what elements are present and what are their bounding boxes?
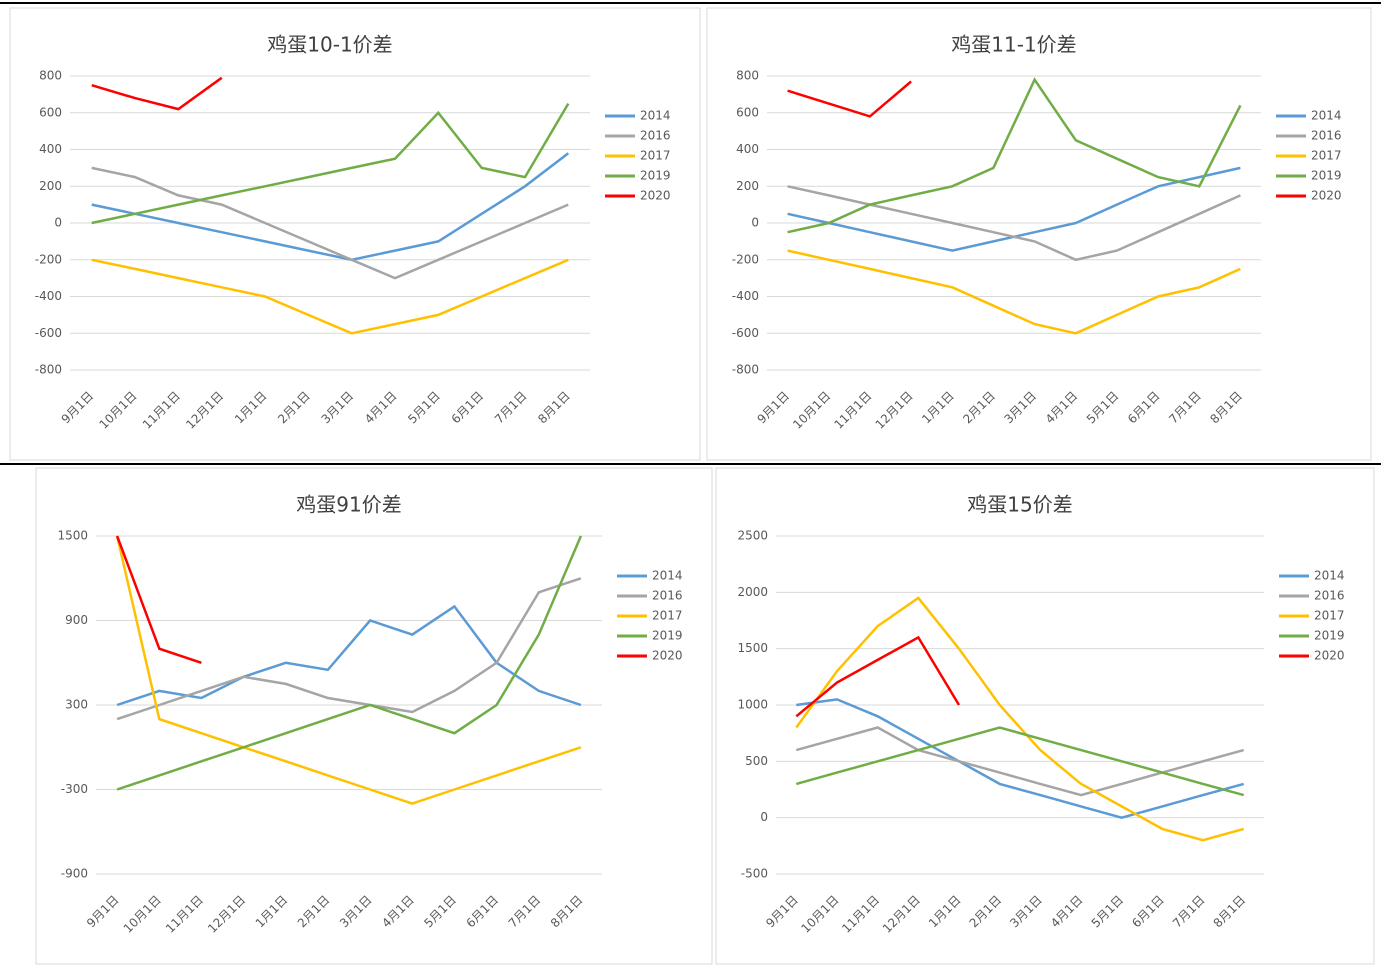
- legend-label: 2019: [1311, 169, 1342, 183]
- y-tick-label: -600: [732, 326, 759, 340]
- series-line: [787, 185, 1241, 262]
- y-tick-label: 400: [39, 142, 62, 156]
- y-tick-label: -200: [732, 252, 759, 266]
- series-line: [91, 152, 570, 262]
- y-tick-label: -200: [35, 252, 62, 266]
- y-tick-label: 1000: [737, 698, 768, 712]
- y-tick-label: 800: [39, 69, 62, 83]
- y-tick-label: 200: [736, 179, 759, 193]
- legend-label: 2019: [652, 629, 683, 643]
- y-tick-label: 400: [736, 142, 759, 156]
- y-tick-label: 200: [39, 179, 62, 193]
- legend-label: 2016: [640, 129, 671, 143]
- series-line: [787, 80, 912, 118]
- series-line: [795, 726, 1245, 797]
- y-tick-label: 0: [760, 810, 768, 824]
- y-tick-label: -800: [35, 363, 62, 377]
- legend-label: 2014: [1311, 109, 1342, 123]
- series-line: [787, 249, 1241, 335]
- legend-label: 2016: [652, 589, 683, 603]
- chart-title: 鸡蛋10-1价差: [267, 33, 392, 57]
- series-line: [795, 635, 961, 718]
- series-line: [115, 535, 202, 664]
- legend-label: 2019: [640, 169, 671, 183]
- legend-label: 2019: [1314, 629, 1345, 643]
- series-line: [116, 535, 583, 791]
- y-tick-label: -400: [732, 289, 759, 303]
- panel: [715, 467, 1375, 965]
- legend-label: 2014: [640, 109, 671, 123]
- y-tick-label: 2000: [737, 585, 768, 599]
- panel: [706, 7, 1372, 461]
- legend-label: 2017: [1314, 609, 1345, 623]
- legend-label: 2020: [1314, 649, 1345, 663]
- legend-label: 2020: [652, 649, 683, 663]
- y-tick-label: 0: [54, 216, 62, 230]
- legend-label: 2014: [1314, 569, 1345, 583]
- y-tick-label: -900: [61, 867, 88, 881]
- series-line: [115, 535, 582, 805]
- y-tick-label: 800: [736, 69, 759, 83]
- series-line: [91, 258, 569, 335]
- series-line: [795, 596, 1245, 842]
- legend-label: 2014: [652, 569, 683, 583]
- legend-label: 2017: [652, 609, 683, 623]
- y-tick-label: 1500: [737, 641, 768, 655]
- panel: [9, 7, 701, 461]
- y-tick-label: -800: [732, 363, 759, 377]
- y-tick-label: 500: [745, 754, 768, 768]
- y-tick-label: 1500: [57, 529, 88, 543]
- legend-label: 2017: [640, 149, 671, 163]
- legend-label: 2016: [1314, 589, 1345, 603]
- series-line: [91, 102, 570, 225]
- legend-label: 2016: [1311, 129, 1342, 143]
- chart-title: 鸡蛋91价差: [296, 493, 401, 517]
- y-tick-label: -300: [61, 782, 88, 796]
- y-tick-label: 900: [65, 613, 88, 627]
- series-line: [116, 604, 582, 707]
- y-tick-label: 600: [39, 105, 62, 119]
- panel: [35, 467, 713, 965]
- series-line: [787, 77, 1242, 234]
- series-line: [91, 166, 569, 280]
- legend-label: 2020: [640, 189, 671, 203]
- series-line: [91, 76, 223, 111]
- chart-title: 鸡蛋11-1价差: [951, 33, 1076, 57]
- legend-label: 2020: [1311, 189, 1342, 203]
- series-line: [795, 726, 1245, 797]
- y-tick-label: -600: [35, 326, 62, 340]
- chart-title: 鸡蛋15价差: [967, 493, 1072, 517]
- y-tick-label: -500: [741, 867, 768, 881]
- legend-label: 2017: [1311, 149, 1342, 163]
- y-tick-label: 600: [736, 105, 759, 119]
- y-tick-label: 0: [751, 216, 759, 230]
- y-tick-label: 2500: [737, 529, 768, 543]
- y-tick-label: -400: [35, 289, 62, 303]
- y-tick-label: 300: [65, 698, 88, 712]
- series-line: [116, 577, 582, 721]
- series-line: [796, 698, 1245, 819]
